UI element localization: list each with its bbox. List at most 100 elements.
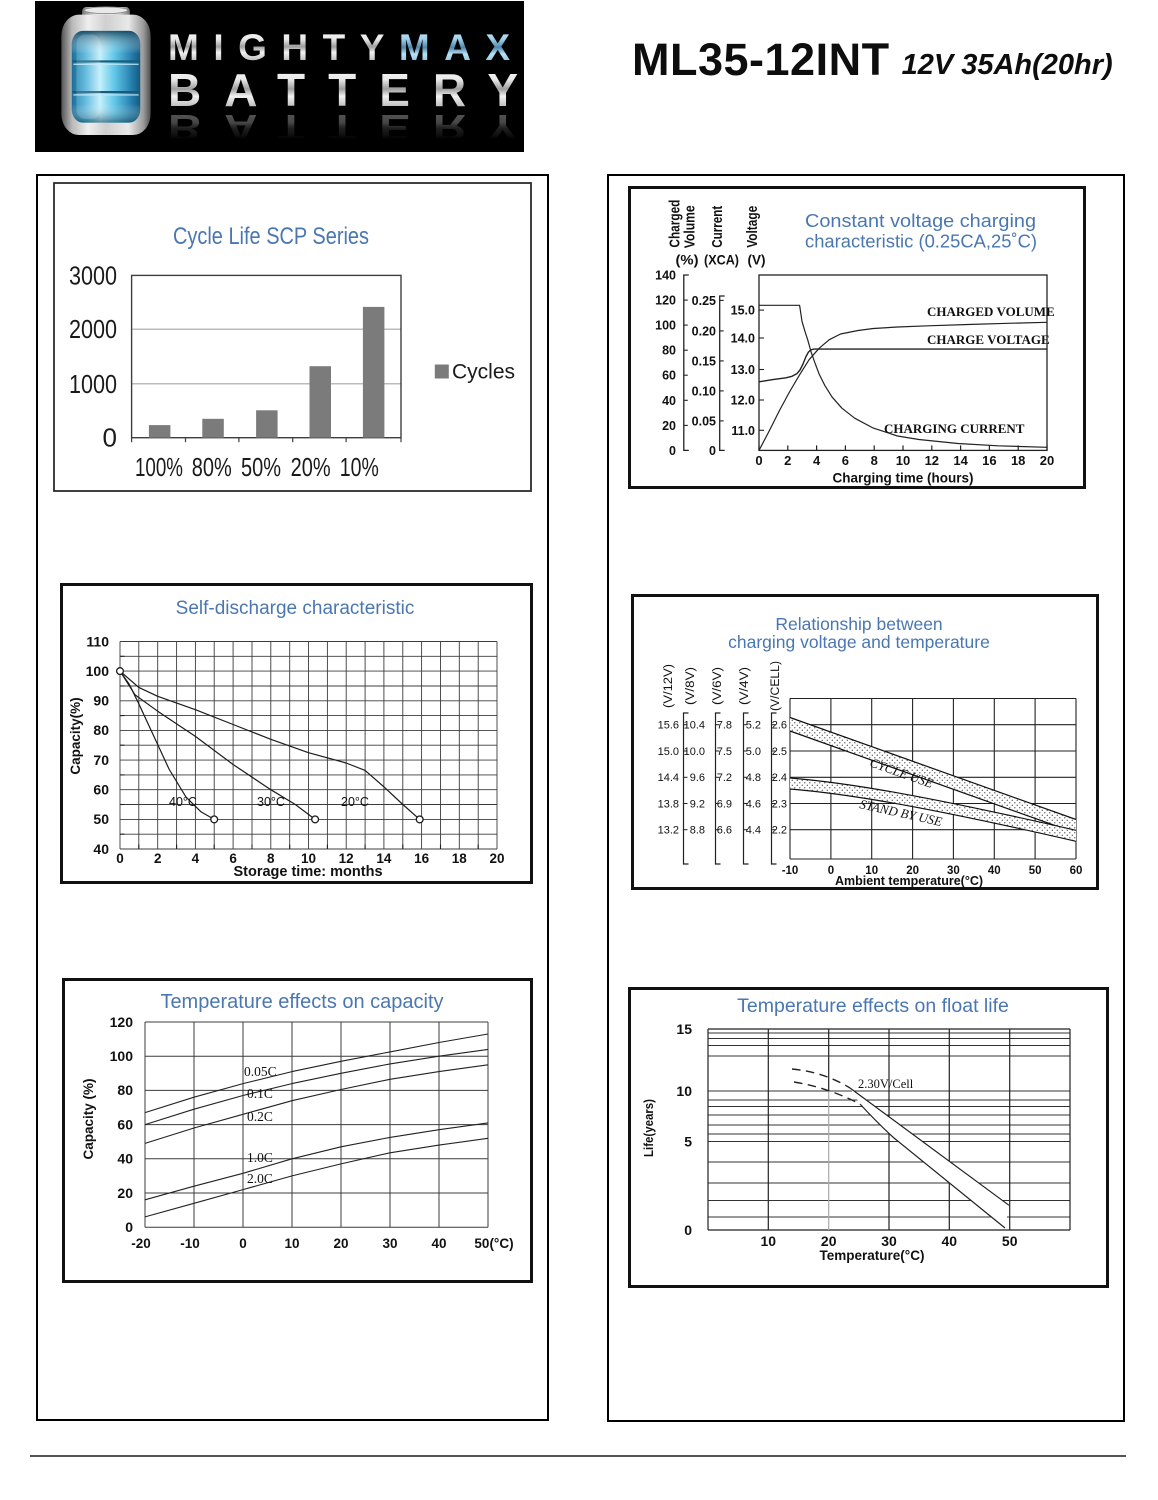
svg-text:60: 60: [662, 369, 676, 383]
svg-text:10: 10: [896, 453, 910, 468]
svg-text:0.1C: 0.1C: [247, 1086, 273, 1101]
svg-text:10: 10: [284, 1236, 299, 1251]
svg-text:0: 0: [103, 423, 117, 453]
svg-text:9.6: 9.6: [690, 772, 705, 784]
svg-text:15.0: 15.0: [658, 746, 679, 758]
svg-text:40: 40: [93, 841, 109, 857]
svg-text:10.4: 10.4: [684, 720, 705, 732]
svg-text:20: 20: [906, 865, 919, 877]
svg-text:(V/4V): (V/4V): [739, 667, 751, 705]
svg-text:Current: Current: [709, 206, 726, 248]
svg-text:0: 0: [125, 1219, 133, 1235]
svg-text:7.2: 7.2: [717, 772, 732, 784]
svg-text:80: 80: [93, 722, 109, 738]
svg-text:4.4: 4.4: [746, 825, 761, 837]
svg-text:2: 2: [784, 453, 791, 468]
svg-text:40: 40: [662, 394, 676, 408]
svg-text:16: 16: [982, 453, 996, 468]
svg-text:40: 40: [988, 865, 1001, 877]
svg-text:(XCA): (XCA): [704, 253, 739, 268]
svg-text:50: 50: [1002, 1233, 1018, 1249]
svg-text:0.20: 0.20: [692, 324, 716, 338]
svg-text:0.10: 0.10: [692, 384, 716, 398]
svg-text:0.15: 0.15: [692, 354, 716, 368]
svg-text:140: 140: [655, 269, 676, 283]
svg-text:40°C: 40°C: [169, 795, 197, 809]
svg-text:0: 0: [684, 1222, 692, 1238]
svg-text:14: 14: [376, 851, 392, 866]
svg-text:0.2C: 0.2C: [247, 1109, 273, 1124]
svg-text:30: 30: [382, 1236, 397, 1251]
svg-text:30°C: 30°C: [257, 795, 285, 809]
svg-text:50%: 50%: [241, 454, 281, 482]
svg-text:100: 100: [655, 319, 676, 333]
svg-text:18: 18: [1011, 453, 1025, 468]
svg-text:20: 20: [821, 1233, 837, 1249]
svg-text:6: 6: [229, 851, 237, 866]
svg-text:20: 20: [489, 851, 504, 866]
svg-text:20: 20: [333, 1236, 348, 1251]
svg-text:Charged: Charged: [667, 200, 684, 248]
svg-text:Relationship between: Relationship between: [775, 614, 942, 634]
svg-text:12.0: 12.0: [731, 394, 755, 408]
svg-text:10: 10: [865, 865, 878, 877]
svg-text:10: 10: [676, 1083, 692, 1099]
svg-text:Cycle Life SCP Series: Cycle Life SCP Series: [173, 223, 369, 250]
svg-text:14: 14: [953, 453, 968, 468]
svg-text:5.0: 5.0: [746, 746, 761, 758]
svg-text:0: 0: [669, 444, 676, 458]
svg-text:30: 30: [947, 865, 960, 877]
svg-text:2: 2: [154, 851, 162, 866]
svg-text:0: 0: [116, 851, 124, 866]
svg-text:2.2: 2.2: [772, 825, 787, 837]
svg-text:15.6: 15.6: [658, 720, 679, 732]
svg-text:15.0: 15.0: [731, 304, 755, 318]
svg-text:CHARGING CURRENT: CHARGING CURRENT: [884, 421, 1025, 436]
svg-text:2.4: 2.4: [772, 772, 787, 784]
svg-text:80: 80: [117, 1082, 133, 1098]
svg-text:2.30V/Cell: 2.30V/Cell: [858, 1077, 914, 1091]
svg-text:1.0C: 1.0C: [247, 1150, 273, 1165]
svg-text:CHARGE VOLTAGE: CHARGE VOLTAGE: [927, 332, 1050, 347]
svg-text:110: 110: [86, 633, 109, 649]
svg-text:0.05C: 0.05C: [244, 1064, 277, 1079]
svg-text:40: 40: [117, 1151, 133, 1167]
svg-text:CHARGED VOLUME: CHARGED VOLUME: [927, 304, 1055, 319]
svg-text:2000: 2000: [69, 314, 117, 344]
svg-text:2.3: 2.3: [772, 798, 787, 810]
svg-text:Temperature effects on capacit: Temperature effects on capacity: [160, 991, 443, 1013]
svg-text:-20: -20: [131, 1236, 151, 1251]
svg-text:11.0: 11.0: [731, 424, 755, 438]
svg-text:70: 70: [93, 752, 109, 768]
svg-text:40: 40: [431, 1236, 446, 1251]
svg-text:characteristic (0.25CA,25˚C): characteristic (0.25CA,25˚C): [805, 232, 1037, 252]
svg-text:(V): (V): [748, 253, 766, 268]
svg-text:10%: 10%: [340, 454, 379, 482]
svg-text:-10: -10: [180, 1236, 200, 1251]
svg-text:4.6: 4.6: [746, 798, 761, 810]
svg-text:Capacity (%): Capacity (%): [81, 1078, 96, 1159]
svg-text:4: 4: [192, 851, 200, 866]
svg-text:Charging time (hours): Charging time (hours): [833, 471, 974, 486]
svg-text:20°C: 20°C: [341, 795, 369, 809]
svg-text:80: 80: [662, 344, 676, 358]
svg-text:8: 8: [871, 453, 878, 468]
svg-text:100: 100: [110, 1048, 134, 1064]
svg-text:Cycles: Cycles: [452, 361, 515, 384]
svg-text:5.2: 5.2: [746, 720, 761, 732]
svg-text:8.8: 8.8: [690, 825, 705, 837]
svg-text:5: 5: [684, 1134, 692, 1150]
svg-text:50: 50: [1029, 865, 1042, 877]
svg-text:10: 10: [761, 1233, 777, 1249]
svg-text:14.0: 14.0: [731, 332, 755, 346]
svg-text:Self-discharge characteristic: Self-discharge characteristic: [176, 598, 415, 619]
svg-text:50: 50: [93, 811, 109, 827]
svg-text:50(°C): 50(°C): [474, 1236, 513, 1251]
svg-text:0: 0: [828, 865, 834, 877]
svg-text:90: 90: [93, 693, 109, 709]
svg-text:Volume: Volume: [682, 205, 699, 248]
svg-text:Ambient temperature(°C): Ambient temperature(°C): [835, 874, 983, 888]
svg-text:7.5: 7.5: [717, 746, 732, 758]
svg-text:Capacity(%): Capacity(%): [68, 697, 83, 774]
svg-text:10.0: 10.0: [684, 746, 705, 758]
